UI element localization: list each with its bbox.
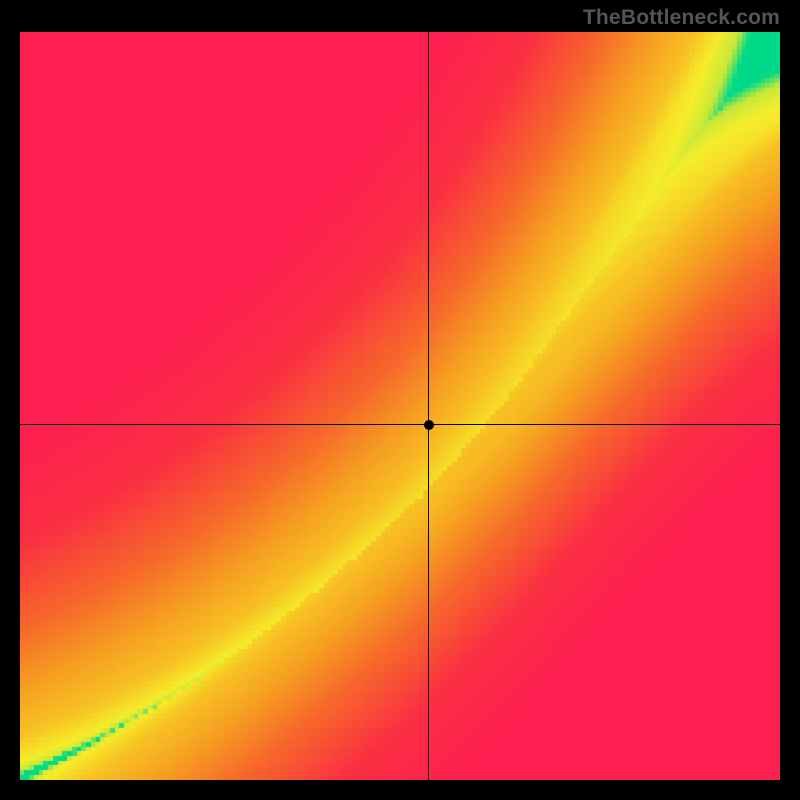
crosshair-marker bbox=[424, 420, 434, 430]
crosshair-vertical bbox=[428, 32, 429, 780]
bottleneck-heatmap bbox=[20, 32, 780, 780]
crosshair-horizontal bbox=[20, 424, 780, 425]
watermark-text: TheBottleneck.com bbox=[583, 6, 780, 30]
frame-border-bottom bbox=[0, 780, 800, 800]
frame-border-left bbox=[0, 0, 20, 800]
frame-border-right bbox=[780, 0, 800, 800]
